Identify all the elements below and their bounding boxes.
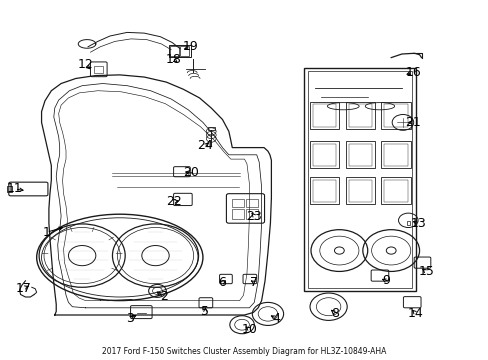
Bar <box>309 141 339 168</box>
Text: 1: 1 <box>42 226 50 239</box>
Bar <box>7 186 12 192</box>
Text: 2: 2 <box>160 291 167 303</box>
Text: 16: 16 <box>405 66 420 78</box>
Bar <box>384 180 407 202</box>
Bar <box>348 104 371 127</box>
Bar <box>345 102 374 129</box>
Bar <box>246 199 258 207</box>
Bar <box>304 68 415 291</box>
Bar <box>406 221 409 225</box>
Text: 3: 3 <box>125 312 133 325</box>
Bar <box>231 199 243 207</box>
Bar <box>207 127 214 130</box>
Bar <box>384 104 407 127</box>
Text: 20: 20 <box>183 166 198 179</box>
Text: 22: 22 <box>165 195 181 208</box>
Text: 15: 15 <box>418 265 433 278</box>
Bar <box>94 66 103 73</box>
Text: 7: 7 <box>250 276 258 289</box>
Bar <box>231 209 243 219</box>
Text: 9: 9 <box>382 274 389 287</box>
Text: 2017 Ford F-150 Switches Cluster Assembly Diagram for HL3Z-10849-AHA: 2017 Ford F-150 Switches Cluster Assembl… <box>102 346 386 356</box>
Bar <box>180 46 188 56</box>
Text: 5: 5 <box>201 305 209 318</box>
Text: 21: 21 <box>405 116 420 129</box>
Text: 4: 4 <box>272 312 280 325</box>
Bar <box>309 177 339 204</box>
Bar <box>307 71 411 288</box>
Text: 12: 12 <box>78 58 93 71</box>
Text: 6: 6 <box>218 276 226 289</box>
Bar <box>312 144 336 166</box>
Text: 11: 11 <box>7 183 22 195</box>
Bar <box>168 45 190 57</box>
Text: 14: 14 <box>407 307 423 320</box>
Bar <box>246 209 258 219</box>
Text: 8: 8 <box>330 307 338 320</box>
Text: 23: 23 <box>246 210 262 222</box>
Text: 18: 18 <box>165 53 181 66</box>
Bar <box>381 177 410 204</box>
Text: 19: 19 <box>183 40 198 53</box>
Text: 17: 17 <box>16 282 31 294</box>
Bar <box>309 102 339 129</box>
Text: 24: 24 <box>197 139 213 152</box>
Bar <box>312 104 336 127</box>
Bar <box>381 102 410 129</box>
Bar <box>345 177 374 204</box>
Bar <box>384 144 407 166</box>
Text: 13: 13 <box>409 217 425 230</box>
Bar <box>348 180 371 202</box>
Bar <box>348 144 371 166</box>
Text: 10: 10 <box>241 323 257 336</box>
Bar <box>345 141 374 168</box>
Bar <box>312 180 336 202</box>
Bar <box>381 141 410 168</box>
Bar <box>170 46 179 56</box>
